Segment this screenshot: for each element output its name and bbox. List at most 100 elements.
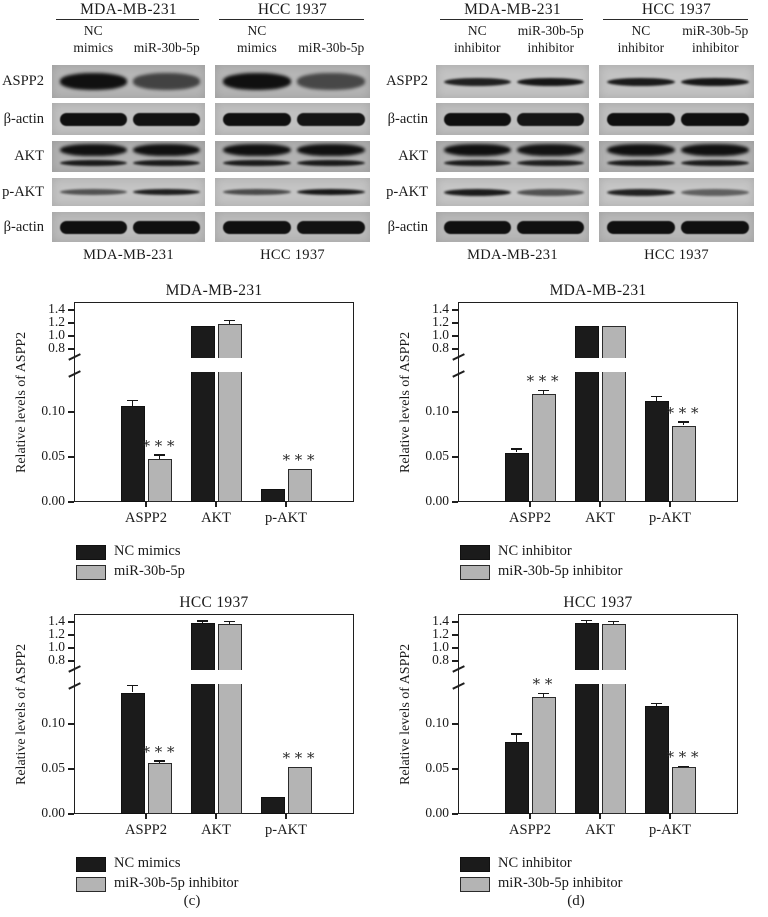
blot-row-label: ASPP2 (386, 73, 428, 89)
error-bar-stem (131, 685, 134, 693)
blot-panel (52, 65, 205, 98)
y-tick-mark (452, 768, 458, 770)
blot-band (443, 144, 511, 157)
y-tick-mark (452, 335, 458, 337)
y-tick-mark (68, 411, 74, 413)
cell-line-header: HCC 1937 (641, 1, 712, 18)
y-tick-label: 1.2 (48, 626, 65, 641)
cell-line-footer: MDA-MB-231 (467, 247, 558, 263)
error-bar-stem (158, 455, 161, 459)
blot-band (133, 112, 201, 126)
blot-panel (436, 178, 589, 206)
cell-line-header: MDA-MB-231 (80, 1, 177, 18)
y-tick-mark (452, 322, 458, 324)
blot-panel (215, 178, 370, 206)
blot-band (297, 159, 366, 167)
bar-gray-p-AKT (671, 767, 696, 814)
legend-label: miR-30b-5p (114, 563, 185, 579)
blot-row-label: β-actin (387, 218, 428, 235)
header-underline (219, 19, 364, 21)
x-tick-mark (669, 814, 671, 819)
header-underline (56, 19, 199, 21)
x-category-label: AKT (201, 510, 231, 526)
blot-panel (215, 212, 370, 242)
y-tick-label: 1.4 (432, 613, 449, 628)
error-bar-cap (608, 620, 619, 623)
error-bar-stem (515, 448, 518, 453)
y-tick-mark (68, 309, 74, 311)
bar-gray-AKT (217, 323, 242, 502)
blot-band (297, 189, 366, 195)
blot-panel (436, 103, 589, 135)
significance-stars: ∗∗∗ (281, 748, 318, 765)
error-bar-cap (581, 619, 592, 622)
blot-band (517, 159, 585, 167)
significance-stars: ∗∗∗ (281, 449, 318, 466)
legend-label: miR-30b-5p inhibitor (498, 875, 623, 891)
legend-label: NC mimics (114, 543, 181, 559)
bar-black-AKT (574, 325, 599, 502)
blot-panel (215, 65, 370, 98)
x-tick-mark (599, 502, 601, 507)
error-bar-stem (655, 703, 658, 706)
y-tick-label: 0.10 (425, 715, 449, 730)
y-tick-mark (452, 634, 458, 636)
blot-band (297, 220, 366, 234)
legend-label: NC inhibitor (498, 855, 572, 871)
blot-band (133, 73, 201, 90)
bar-chart-hcc-1937-mimics: HCC 1937 Relative levels of ASPP2 0.00 0.05… (0, 592, 384, 917)
error-bar-cap (224, 319, 235, 322)
blot-band (133, 144, 201, 157)
error-bar-cap (538, 389, 549, 392)
bar-black-p-AKT (644, 706, 669, 814)
y-tick-mark (452, 411, 458, 413)
blot-band (606, 159, 675, 167)
blot-row-label: β-actin (387, 110, 428, 127)
blot-row-label: ASPP2 (2, 73, 44, 89)
bar-chart-hcc-1937-inhibitor: HCC 1937 Relative levels of ASPP2 0.00 0.05… (384, 592, 768, 917)
error-bar-cap (651, 702, 662, 705)
legend-label: miR-30b-5p inhibitor (498, 563, 623, 579)
y-tick-mark (68, 813, 74, 815)
bar-black-ASPP2 (504, 742, 529, 814)
x-category-label: p-AKT (265, 510, 307, 526)
x-category-label: ASPP2 (125, 510, 167, 526)
axis-break-band (573, 358, 627, 372)
cell-line-header: MDA-MB-231 (464, 1, 561, 18)
blot-band (443, 77, 511, 86)
x-tick-mark (285, 502, 287, 507)
blot-row-label: β-actin (3, 110, 44, 127)
lane-label: NC mimics (73, 23, 114, 56)
bar-black-AKT (190, 326, 215, 502)
blot-row-label: p-AKT (386, 183, 428, 200)
bar-gray-AKT (601, 326, 626, 502)
blot-band (222, 73, 291, 90)
blot-band (517, 144, 585, 157)
cell-line-footer: HCC 1937 (260, 247, 325, 263)
error-bar-stem (515, 733, 518, 742)
y-tick-label: 0.05 (41, 448, 65, 463)
y-tick-label: 1.0 (48, 639, 65, 654)
legend-label: miR-30b-5p inhibitor (114, 875, 239, 891)
y-tick-label: 0.8 (48, 340, 65, 355)
y-tick-label: 1.2 (432, 626, 449, 641)
western-blot-section-inhibitor: MDA-MB-231 NC inhibitor miR-30b-5p inhibit… (384, 0, 768, 280)
chart-title: MDA-MB-231 (165, 282, 263, 299)
chart-title: HCC 1937 (179, 594, 249, 611)
blot-band (517, 77, 585, 86)
y-tick-mark (68, 322, 74, 324)
x-tick-mark (529, 814, 531, 819)
bar-black-ASPP2 (120, 692, 145, 814)
significance-stars: ∗∗∗ (525, 371, 562, 388)
error-bar-cap (511, 733, 522, 735)
y-tick-mark (68, 768, 74, 770)
y-tick-mark (452, 456, 458, 458)
legend-swatch-gray (76, 877, 106, 892)
y-tick-label: 0.00 (425, 805, 449, 820)
error-bar-cap (538, 692, 549, 695)
blot-band (606, 77, 675, 86)
x-category-label: p-AKT (649, 822, 691, 838)
blot-band (59, 189, 127, 195)
bar-black-p-AKT (644, 401, 669, 502)
blot-band (681, 188, 750, 196)
